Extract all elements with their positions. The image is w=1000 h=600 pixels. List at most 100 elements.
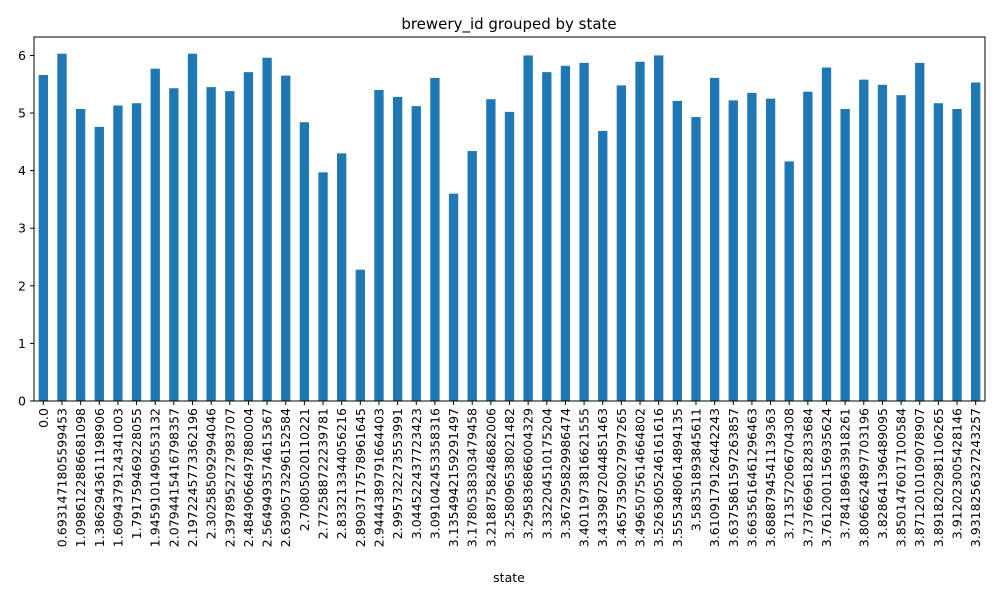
bar <box>169 88 179 401</box>
bar <box>971 82 981 401</box>
x-tick-label: 3.4965075614664802 <box>633 408 648 547</box>
x-tick-label: 1.3862943611198906 <box>92 408 107 547</box>
x-tick-label: 3.332204510175204 <box>539 408 554 539</box>
x-tick-label: 0.0 <box>36 408 51 428</box>
x-tick-label: 3.6375861597263857 <box>726 408 741 547</box>
x-tick-label: 3.784189633918261 <box>838 408 853 539</box>
bar <box>952 108 962 402</box>
bars-group <box>38 53 981 402</box>
x-tick-label: 3.1780538303479458 <box>465 408 480 547</box>
bar <box>262 57 272 401</box>
bar <box>94 126 104 402</box>
x-tick-label: 3.5263605246161616 <box>651 408 666 547</box>
bar <box>821 67 832 401</box>
y-tick-label: 3 <box>18 221 26 236</box>
x-tick-label: 2.833213344056216 <box>334 408 349 539</box>
y-axis: 0 1 2 3 4 5 6 <box>18 48 34 409</box>
bar <box>635 61 645 402</box>
bar <box>38 75 48 401</box>
bar <box>430 77 440 402</box>
x-tick-label: 3.6635616461296463 <box>744 408 759 547</box>
y-tick-label: 0 <box>18 394 26 409</box>
x-tick-label: 3.7376696182833684 <box>800 408 815 547</box>
bar <box>150 68 160 401</box>
bar <box>915 62 925 401</box>
x-tick-label: 2.70805020110221 <box>297 408 312 531</box>
bar <box>859 79 869 402</box>
bar <box>411 106 421 401</box>
bar <box>486 99 496 402</box>
x-tick-label: 2.8903717578961645 <box>353 408 368 547</box>
x-tick-label: 3.58351893845611 <box>688 408 703 531</box>
x-tick-label: 2.0794415416798357 <box>166 408 181 547</box>
bar <box>765 98 776 401</box>
x-tick-label: 3.912023005428146 <box>950 408 965 539</box>
bar <box>877 84 888 401</box>
x-tick-label: 3.713572066704308 <box>782 408 797 539</box>
bar <box>616 85 627 401</box>
bar <box>579 62 589 401</box>
bar <box>840 108 850 402</box>
x-tick-label: 0.6931471805599453 <box>54 408 69 547</box>
x-tick-label: 1.791759469228055 <box>129 408 144 539</box>
bar <box>728 100 738 401</box>
x-tick-label: 3.367295829986474 <box>558 408 573 539</box>
x-tick-label: 2.302585092994046 <box>204 408 219 539</box>
bar <box>709 77 720 402</box>
x-tick-label: 1.6094379124341003 <box>110 408 125 547</box>
bar <box>337 153 347 401</box>
bar <box>318 172 328 401</box>
x-tick-label: 2.772588722239781 <box>316 408 331 539</box>
y-tick-label: 1 <box>18 336 26 351</box>
x-tick-label: 3.1354942159291497 <box>446 408 461 547</box>
x-tick-label: 2.9444389791664403 <box>371 408 386 547</box>
x-tick-label: 3.4657359027997265 <box>614 408 629 547</box>
bar <box>784 161 794 401</box>
x-tick-label: 3.258096538021482 <box>502 408 517 539</box>
x-tick-label: 2.4849066497880004 <box>241 408 256 547</box>
x-tick-label: 3.2188758248682006 <box>483 408 498 547</box>
x-tick-label: 3.9318256327243257 <box>968 408 983 547</box>
bar <box>243 72 254 402</box>
x-tick-label: 2.5649493574615367 <box>260 408 275 547</box>
x-tick-label: 3.044522437723423 <box>409 408 424 539</box>
bar <box>113 105 123 402</box>
bar <box>187 53 198 402</box>
x-axis-label: state <box>493 570 525 585</box>
x-tick-label: 1.0986122886681098 <box>73 408 88 547</box>
bar <box>691 117 701 402</box>
x-tick-label: 3.5553480614894135 <box>670 408 685 547</box>
bar <box>374 89 384 402</box>
bar <box>57 53 67 402</box>
bar <box>560 65 571 401</box>
x-tick-label: 2.3978952727983707 <box>222 408 237 547</box>
bar <box>392 96 403 401</box>
bar <box>747 92 757 401</box>
x-tick-label: 3.091042453358316 <box>427 408 442 539</box>
bar <box>504 111 515 402</box>
bar <box>281 75 291 401</box>
y-tick-label: 6 <box>18 48 26 63</box>
bar <box>896 95 906 401</box>
bar <box>542 72 552 402</box>
bar <box>523 55 533 401</box>
bar <box>933 103 944 401</box>
x-tick-label: 3.4011973816621555 <box>577 408 592 547</box>
x-tick-label: 3.7612001156935624 <box>819 408 834 547</box>
x-tick-label: 3.8501476017100584 <box>894 408 909 547</box>
x-tick-label: 3.6109179126442243 <box>707 408 722 547</box>
bar <box>206 87 216 401</box>
bar <box>225 91 235 401</box>
x-tick-label: 3.828641396489095 <box>875 408 890 539</box>
bar <box>448 193 459 401</box>
x-tick-label: 3.295836866004329 <box>521 408 536 539</box>
x-tick-label: 2.995732273553991 <box>390 408 405 539</box>
x-tick-label: 2.6390573296152584 <box>278 408 293 547</box>
x-tick-label: 1.9459101490553132 <box>148 408 163 547</box>
bar <box>803 91 813 402</box>
bar <box>654 55 664 401</box>
chart-title: brewery_id grouped by state <box>401 15 616 34</box>
bar <box>355 269 365 401</box>
x-tick-label: 3.8066624897703196 <box>856 408 871 547</box>
